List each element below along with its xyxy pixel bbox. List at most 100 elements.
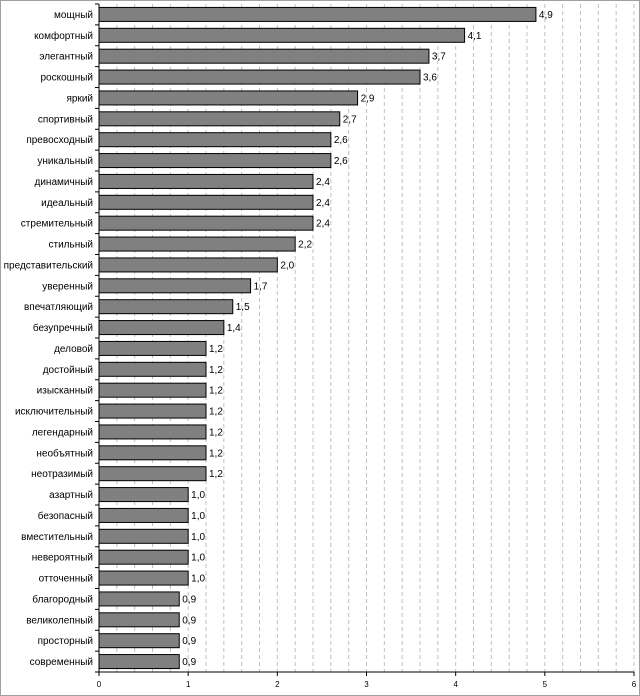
category-label: азартный (49, 490, 93, 501)
value-label: 1,2 (209, 407, 223, 418)
category-label: уверенный (42, 281, 93, 292)
bar-25 (98, 528, 189, 544)
bar-1 (98, 27, 466, 43)
x-tick-label: 3 (364, 680, 369, 689)
category-label: исключительный (15, 407, 93, 418)
value-label: 1,2 (209, 448, 223, 459)
x-tick-label: 4 (453, 680, 458, 689)
bar-16 (98, 340, 207, 356)
value-label: 1,5 (236, 302, 250, 313)
category-label: спортивный (38, 114, 93, 125)
value-label: 0,9 (182, 594, 196, 605)
category-label: роскошный (41, 73, 94, 84)
category-label: благородный (32, 593, 93, 605)
value-label: 2,4 (316, 219, 330, 230)
value-label: 2,9 (361, 93, 375, 104)
category-label: великолепный (26, 615, 93, 626)
bar-17 (98, 361, 207, 377)
category-label: стремительный (21, 219, 93, 230)
bar-6 (98, 132, 332, 148)
bar-7 (98, 153, 332, 169)
category-label: превосходный (26, 135, 93, 146)
category-label: необъятный (36, 447, 93, 459)
value-label: 2,6 (334, 156, 348, 167)
value-label: 3,6 (423, 73, 437, 84)
bar-12 (98, 257, 278, 273)
value-label: 1,0 (191, 532, 205, 543)
category-label: отточенный (39, 574, 93, 585)
category-label: вместительный (21, 532, 93, 543)
bar-22 (98, 466, 207, 482)
value-label: 1,0 (191, 511, 205, 522)
category-label: представительский (4, 260, 93, 271)
value-label: 2,4 (316, 198, 330, 209)
x-tick-label: 6 (632, 680, 637, 689)
value-label: 1,0 (191, 490, 205, 501)
category-label: динамичный (35, 177, 93, 188)
category-label: яркий (66, 93, 93, 104)
category-label: безупречный (33, 322, 93, 334)
value-label: 1,2 (209, 469, 223, 480)
value-label: 1,2 (209, 344, 223, 355)
bar-3 (98, 69, 421, 85)
bar-11 (98, 236, 296, 252)
category-label: легендарный (32, 427, 93, 438)
bar-31 (98, 654, 180, 670)
value-label: 1,2 (209, 427, 223, 438)
bar-10 (98, 215, 314, 231)
bar-8 (98, 173, 314, 189)
category-label: впечатляющий (24, 302, 93, 313)
bar-18 (98, 382, 207, 398)
bar-15 (98, 320, 225, 336)
bar-13 (98, 278, 252, 294)
bar-21 (98, 445, 207, 461)
category-label: деловой (54, 344, 93, 355)
category-label: невероятный (32, 553, 93, 564)
category-label: идеальный (41, 198, 93, 209)
value-label: 1,0 (191, 574, 205, 585)
category-label: стильный (48, 240, 93, 251)
value-label: 2,0 (280, 260, 294, 271)
value-label: 1,4 (227, 323, 241, 334)
value-label: 1,7 (254, 281, 268, 292)
x-tick-label: 2 (275, 680, 280, 689)
bar-30 (98, 633, 180, 649)
bar-19 (98, 403, 207, 419)
category-label: современный (30, 657, 93, 668)
bar-23 (98, 487, 189, 503)
bar-28 (98, 591, 180, 607)
bar-0 (98, 6, 537, 22)
category-label: мощный (54, 10, 93, 21)
bar-26 (98, 549, 189, 565)
value-label: 2,6 (334, 135, 348, 146)
value-label: 4,9 (539, 10, 553, 21)
bar-5 (98, 111, 341, 127)
x-tick-label: 0 (97, 680, 102, 689)
category-label: уникальный (37, 156, 93, 167)
bar-24 (98, 507, 189, 523)
bar-4 (98, 90, 359, 106)
value-label: 1,2 (209, 386, 223, 397)
category-label: просторный (38, 636, 93, 647)
value-label: 3,7 (432, 52, 446, 63)
x-tick-label: 1 (186, 680, 191, 689)
category-label: изысканный (37, 386, 93, 397)
value-label: 0,9 (182, 615, 196, 626)
value-label: 0,9 (182, 657, 196, 668)
value-label: 1,0 (191, 553, 205, 564)
value-label: 1,2 (209, 365, 223, 376)
category-label: достойный (43, 365, 93, 376)
value-label: 2,2 (298, 240, 312, 251)
category-label: неотразимый (31, 469, 93, 480)
value-label: 2,4 (316, 177, 330, 188)
bar-27 (98, 570, 189, 586)
category-label: комфортный (34, 30, 93, 42)
category-label: элегантный (39, 52, 93, 63)
x-tick-label: 5 (543, 680, 548, 689)
value-label: 0,9 (182, 636, 196, 647)
bar-2 (98, 48, 430, 64)
value-label: 2,7 (343, 114, 357, 125)
bar-29 (98, 612, 180, 628)
